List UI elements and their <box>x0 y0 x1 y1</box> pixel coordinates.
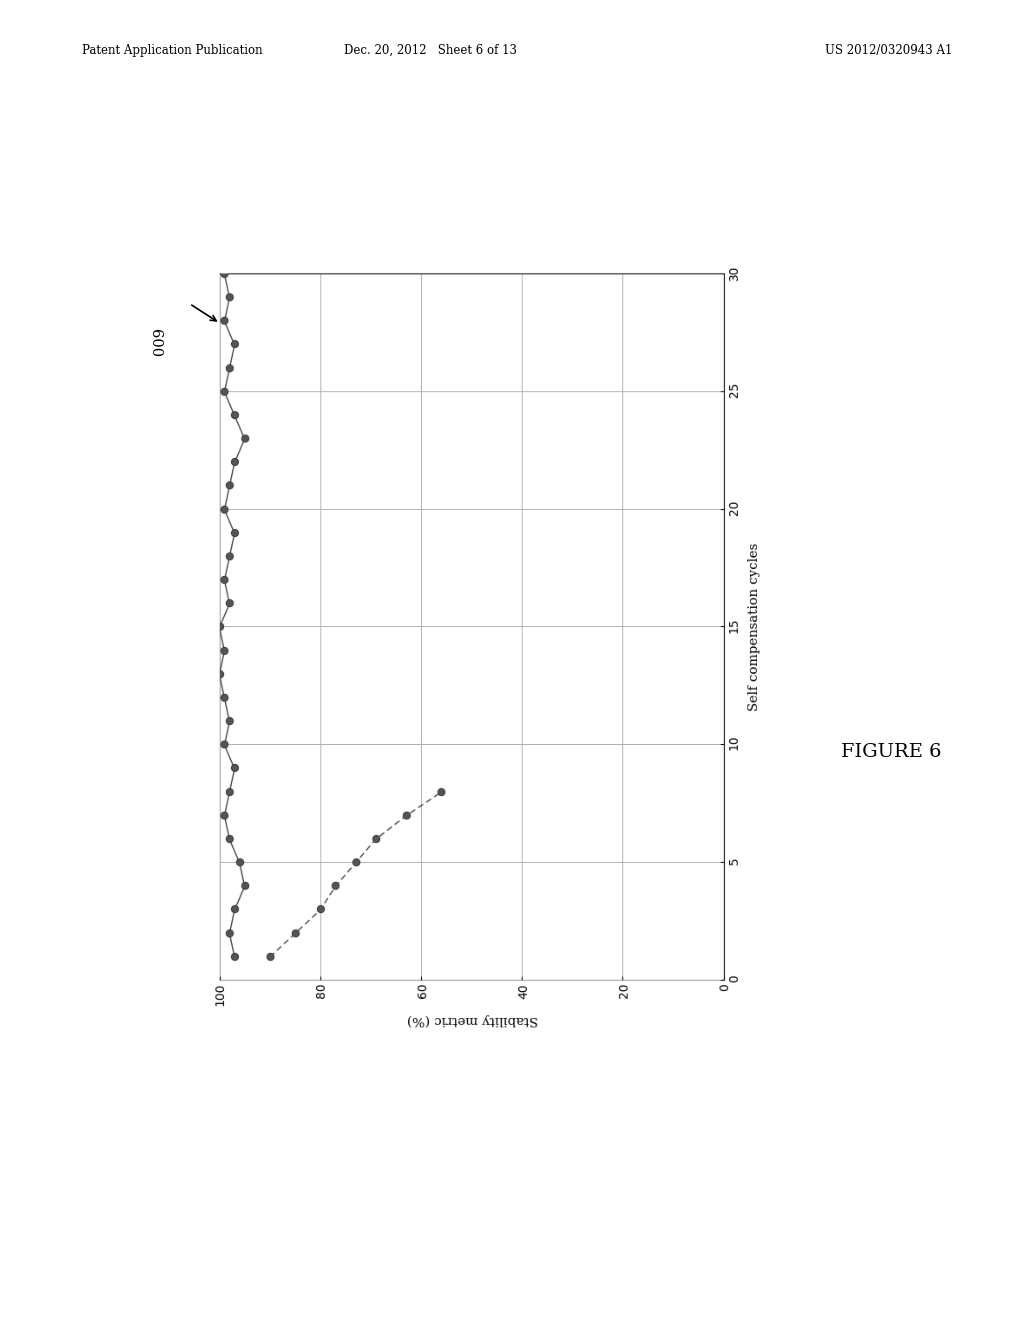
Text: 600: 600 <box>148 329 163 358</box>
Text: Patent Application Publication: Patent Application Publication <box>82 44 262 57</box>
Text: Dec. 20, 2012   Sheet 6 of 13: Dec. 20, 2012 Sheet 6 of 13 <box>344 44 516 57</box>
Text: FIGURE 6: FIGURE 6 <box>841 743 941 762</box>
Text: US 2012/0320943 A1: US 2012/0320943 A1 <box>825 44 952 57</box>
